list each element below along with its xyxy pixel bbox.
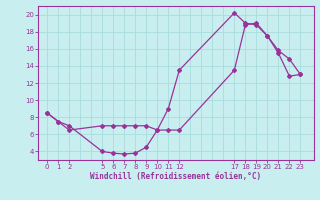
X-axis label: Windchill (Refroidissement éolien,°C): Windchill (Refroidissement éolien,°C) <box>91 172 261 181</box>
